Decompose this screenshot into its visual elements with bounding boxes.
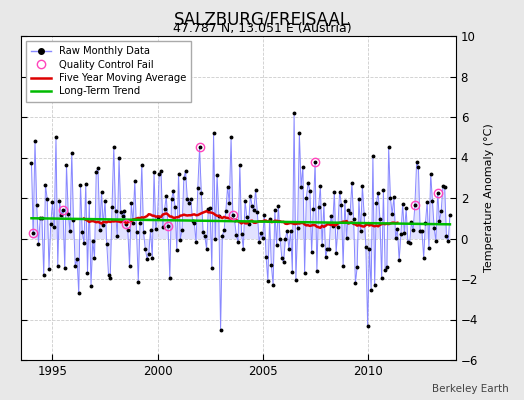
Y-axis label: Temperature Anomaly (°C): Temperature Anomaly (°C) [484,124,494,272]
Legend: Raw Monthly Data, Quality Control Fail, Five Year Moving Average, Long-Term Tren: Raw Monthly Data, Quality Control Fail, … [26,41,191,102]
Text: Berkeley Earth: Berkeley Earth [432,384,508,394]
Text: SALZBURG/FREISAAL: SALZBURG/FREISAAL [174,10,350,28]
Text: 47.787 N, 13.051 E (Austria): 47.787 N, 13.051 E (Austria) [173,22,351,35]
